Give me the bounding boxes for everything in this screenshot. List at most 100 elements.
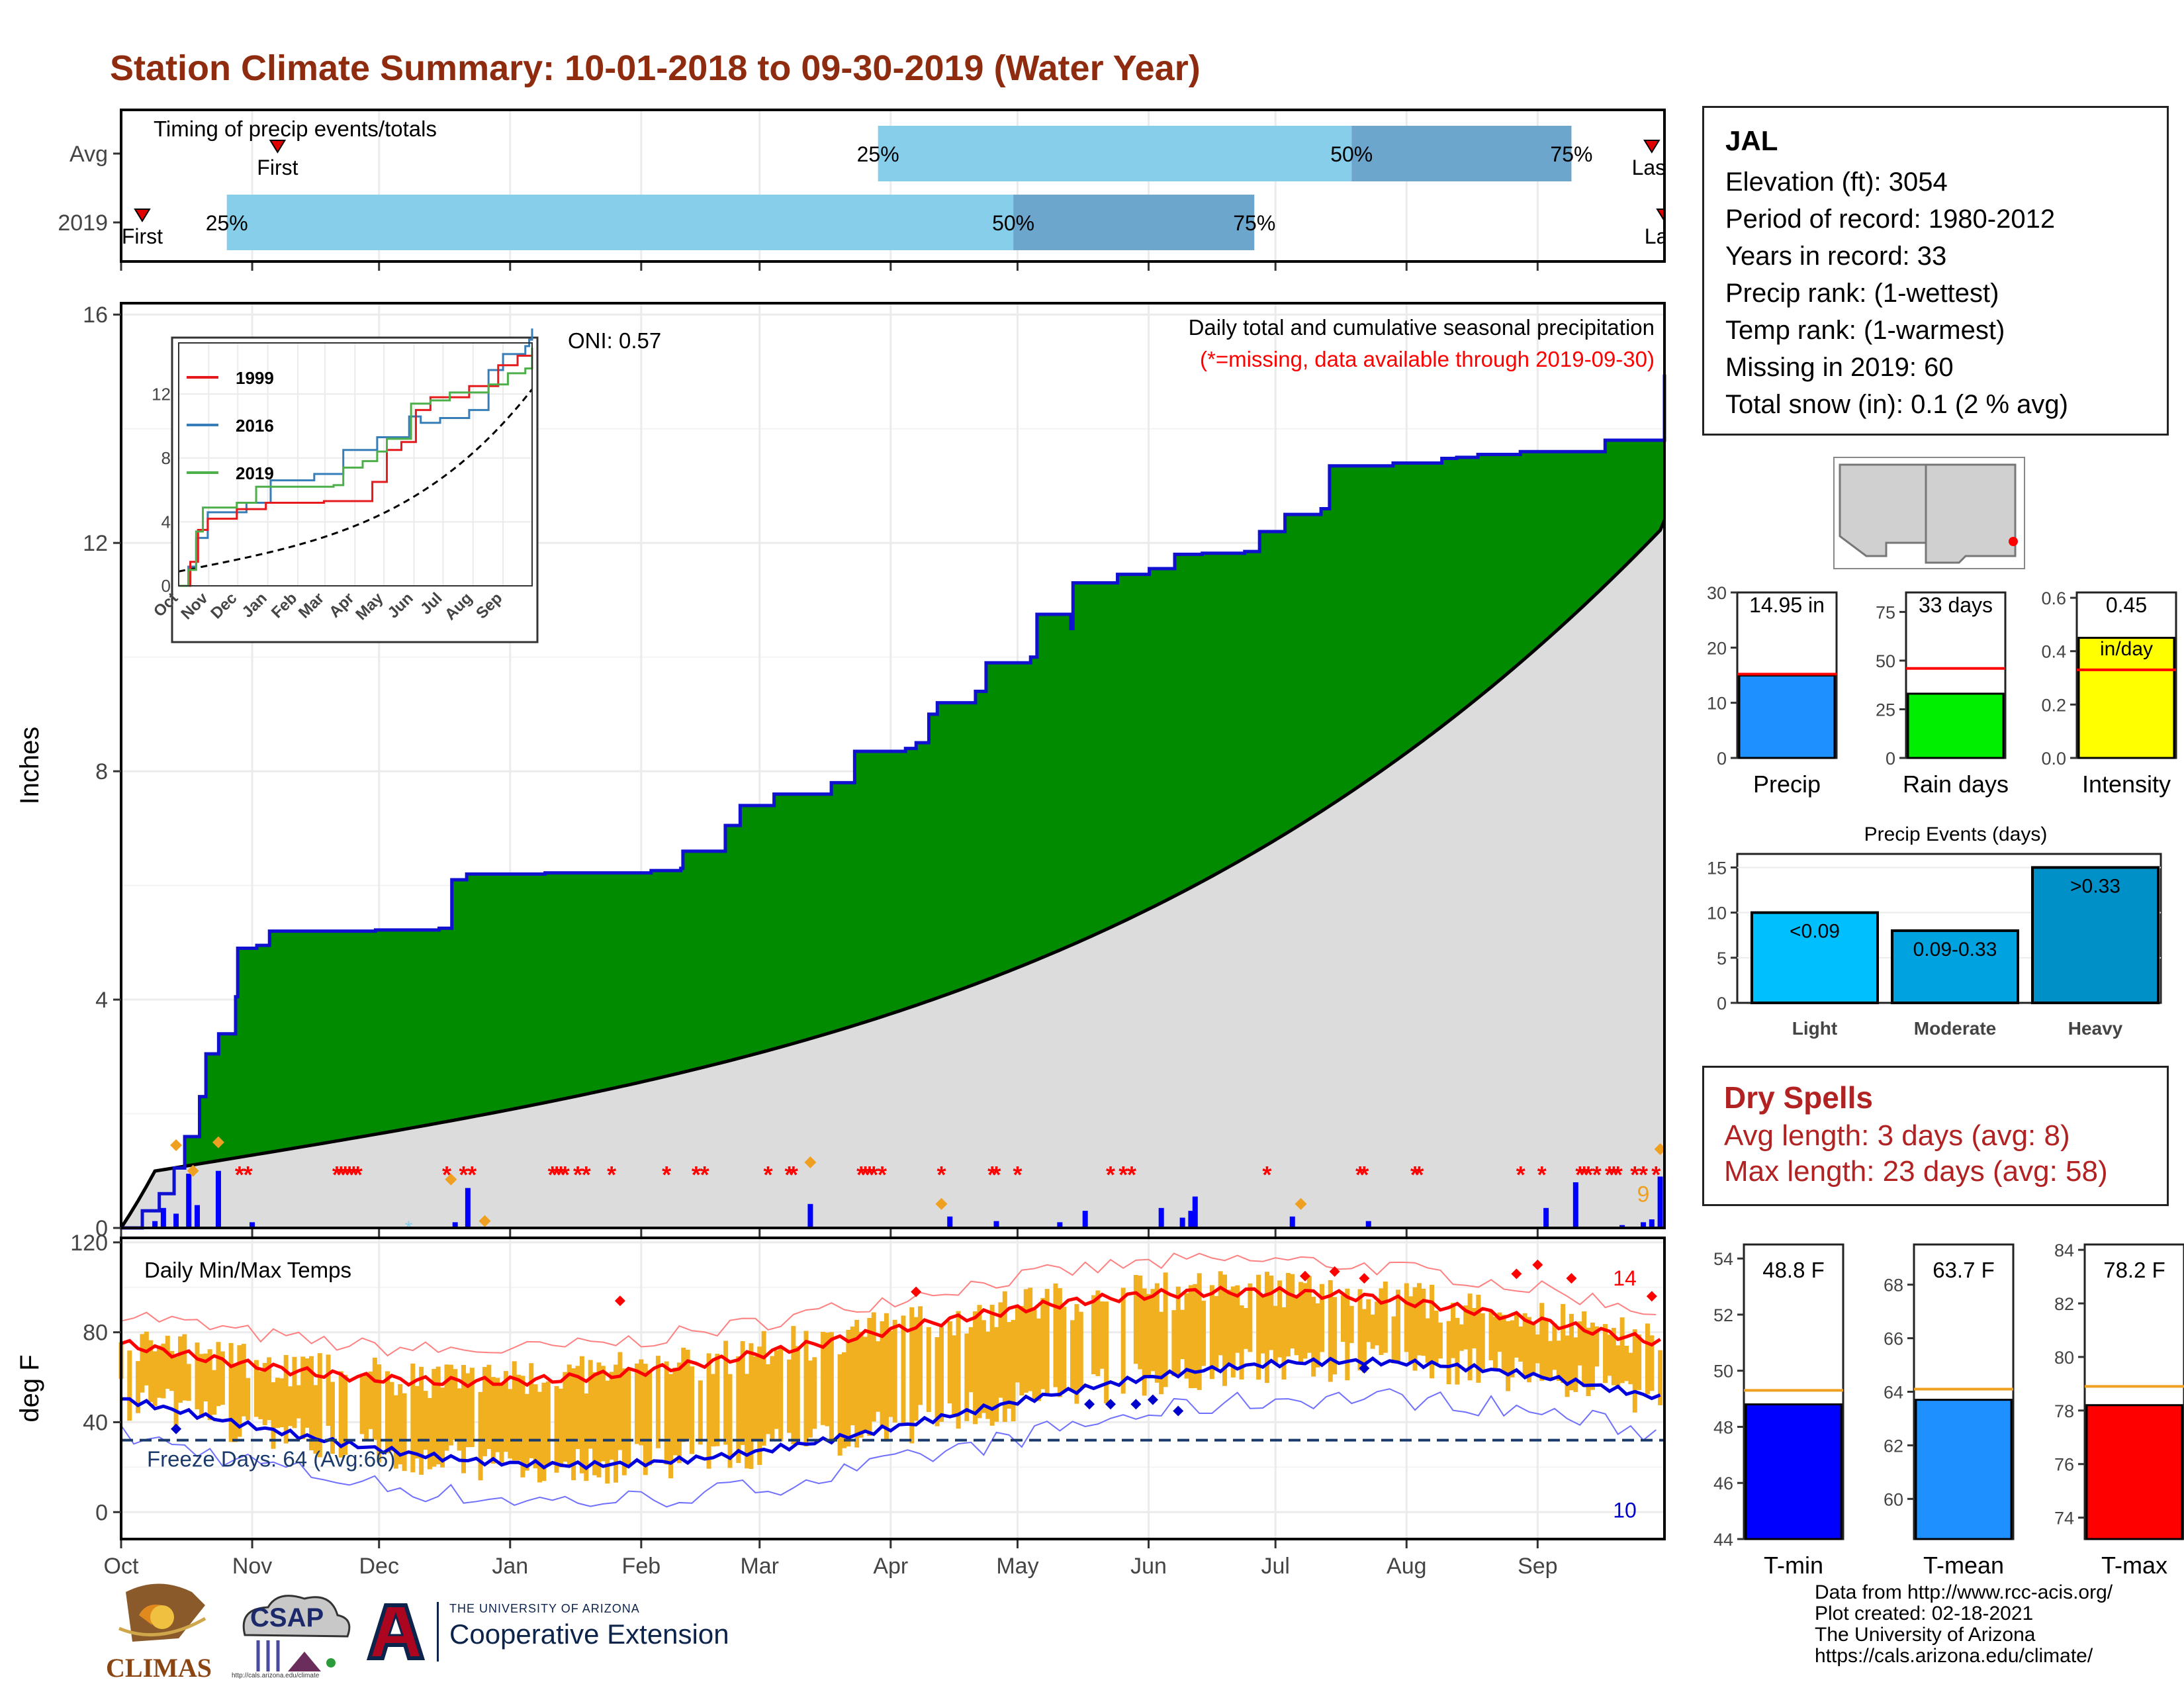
daily-temp-bar bbox=[1057, 1288, 1062, 1397]
daily-temp-bar bbox=[545, 1381, 551, 1467]
daily-temp-bar bbox=[1455, 1317, 1460, 1385]
daily-temp-bar bbox=[736, 1356, 741, 1464]
daily-temp-bar bbox=[423, 1391, 428, 1450]
daily-temp-bar bbox=[668, 1374, 674, 1479]
daily-temp-bar bbox=[1446, 1321, 1451, 1385]
daily-temp-bar bbox=[795, 1346, 800, 1445]
daily-temp-bar bbox=[1078, 1311, 1083, 1388]
daily-temp-bar bbox=[385, 1371, 390, 1454]
precip-event-bar bbox=[1891, 929, 2019, 1004]
month-tick-label: Aug bbox=[1387, 1554, 1427, 1579]
daily-temp-bar bbox=[1175, 1286, 1181, 1377]
daily-temp-bar bbox=[1142, 1288, 1147, 1396]
daily-temp-bar bbox=[1421, 1288, 1426, 1356]
daily-temp-bar bbox=[228, 1342, 234, 1442]
daily-temp-bar bbox=[1015, 1307, 1020, 1383]
daily-temp-bar bbox=[1459, 1324, 1464, 1351]
daily-temp-bar bbox=[1463, 1305, 1469, 1350]
mini-bar-tick: 20 bbox=[1707, 638, 1727, 658]
temp-bar-value-label: 48.8 F bbox=[1762, 1258, 1825, 1282]
temp-y-tick-label: 40 bbox=[83, 1410, 108, 1435]
daily-temp-bar bbox=[161, 1343, 166, 1399]
daily-temp-bar bbox=[377, 1364, 382, 1463]
temp-bar-tick: 64 bbox=[1884, 1383, 1903, 1403]
daily-temp-bar bbox=[676, 1362, 682, 1464]
timing-pct-label: 25% bbox=[206, 211, 248, 235]
daily-temp-bar bbox=[952, 1335, 957, 1417]
temp-bar-tick: 82 bbox=[2054, 1294, 2074, 1314]
ua-logo bbox=[363, 1599, 429, 1668]
missing-data-marker: * bbox=[865, 1161, 874, 1188]
precip-chart: ** ****** * ** **** ** * * ** * ** ***** * ** * * ** * ** *… bbox=[15, 302, 1666, 1241]
daily-temp-bar bbox=[330, 1382, 335, 1454]
oni-value: ONI: 0.57 bbox=[568, 328, 661, 353]
timing-bar-50-75 bbox=[1351, 126, 1572, 181]
daily-temp-bar bbox=[858, 1332, 864, 1438]
inset-legend-label: 2019 bbox=[236, 463, 274, 483]
daily-temp-bar bbox=[655, 1356, 660, 1448]
mini-bar-tick: 75 bbox=[1876, 602, 1895, 622]
daily-temp-bar bbox=[964, 1333, 970, 1421]
daily-temp-bar bbox=[892, 1319, 897, 1423]
missing-data-marker: * bbox=[341, 1161, 350, 1188]
daily-temp-bar bbox=[1062, 1306, 1067, 1391]
ua-big-text: Cooperative Extension bbox=[449, 1618, 729, 1650]
daily-temp-bar bbox=[503, 1371, 508, 1452]
daily-temp-bar bbox=[567, 1364, 572, 1466]
daily-temp-bar bbox=[614, 1364, 619, 1483]
daily-temp-bar bbox=[786, 1359, 792, 1433]
mini-bar-tick: 25 bbox=[1876, 700, 1895, 720]
daily-temp-bar bbox=[1637, 1335, 1642, 1390]
inset-average-line bbox=[178, 389, 533, 573]
daily-temp-bar bbox=[968, 1327, 974, 1393]
daily-temp-bar bbox=[761, 1331, 766, 1446]
missing-data-marker: * bbox=[700, 1161, 709, 1188]
daily-temp-bar bbox=[203, 1353, 208, 1402]
csap-cloud-icon bbox=[242, 1595, 351, 1671]
average-min-line bbox=[120, 1356, 1661, 1471]
dry-spells-title: Dry Spells bbox=[1724, 1080, 1873, 1115]
daily-temp-bar bbox=[690, 1366, 695, 1454]
daily-temp-bar bbox=[1471, 1307, 1477, 1348]
mini-bar-label: Precip bbox=[1753, 771, 1821, 798]
daily-temp-bar bbox=[1328, 1280, 1333, 1382]
daily-temp-bar bbox=[435, 1366, 441, 1465]
daily-temp-bar bbox=[850, 1327, 855, 1426]
daily-temp-bar bbox=[876, 1341, 881, 1412]
month-tick-label: Jan bbox=[492, 1554, 528, 1579]
y-tick-label: 4 bbox=[95, 988, 108, 1013]
mini-bar-tick: 30 bbox=[1707, 583, 1727, 603]
daily-temp-bar bbox=[681, 1347, 686, 1442]
events-y-tick: 5 bbox=[1717, 949, 1727, 968]
daily-temp-bar bbox=[279, 1378, 285, 1428]
daily-temp-bar bbox=[745, 1374, 750, 1469]
daily-temp-bar bbox=[1395, 1289, 1400, 1364]
daily-temp-bar bbox=[541, 1382, 547, 1481]
daily-temp-bar bbox=[144, 1331, 149, 1385]
mini-bar-value-label: 33 days bbox=[1919, 593, 1993, 617]
daily-temp-bar bbox=[364, 1375, 369, 1440]
mini-bar-value bbox=[2077, 637, 2175, 759]
daily-temp-bar bbox=[715, 1354, 720, 1446]
mini-bar-tick: 0 bbox=[1717, 749, 1727, 769]
daily-temp-bar bbox=[1547, 1340, 1553, 1381]
daily-temp-bar bbox=[1193, 1284, 1198, 1388]
daily-temp-bar bbox=[1150, 1289, 1156, 1372]
daily-temp-bar bbox=[1565, 1335, 1570, 1397]
daily-temp-bar bbox=[880, 1321, 885, 1427]
daily-temp-bar bbox=[981, 1320, 986, 1413]
daily-temp-bar bbox=[757, 1346, 762, 1466]
y-tick-label: 0 bbox=[95, 1216, 108, 1241]
daily-temp-bar bbox=[752, 1356, 758, 1441]
daily-temp-bar bbox=[862, 1336, 868, 1431]
daily-temp-bar bbox=[199, 1354, 204, 1419]
record-high-marker-icon bbox=[911, 1286, 922, 1297]
daily-temp-bar bbox=[1146, 1293, 1152, 1377]
inset-series-1999 bbox=[179, 352, 533, 587]
temp-bar-tick: 46 bbox=[1713, 1474, 1733, 1493]
daily-temp-bar bbox=[1615, 1345, 1621, 1387]
record-high-marker-icon bbox=[1566, 1273, 1577, 1284]
month-tick-label: Nov bbox=[232, 1554, 272, 1579]
station-detail-line: Missing in 2019: 60 bbox=[1725, 353, 1954, 382]
missing-data-marker: * bbox=[442, 1161, 451, 1188]
